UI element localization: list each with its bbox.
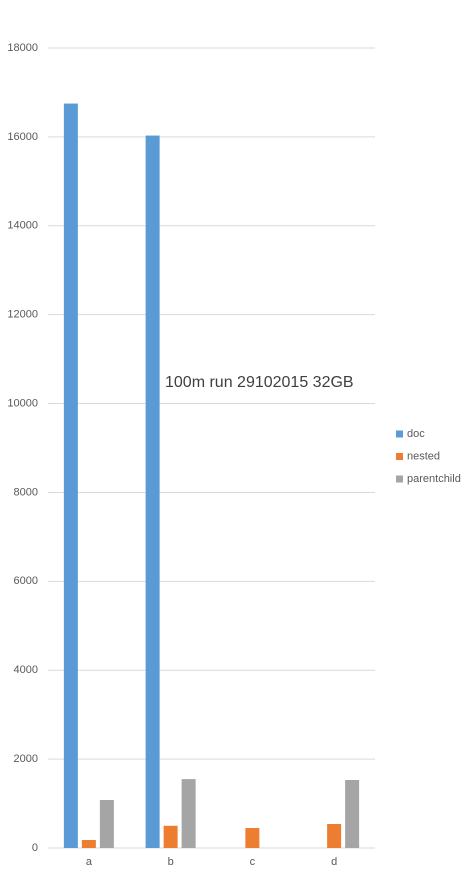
x-tick-label: b bbox=[168, 856, 174, 868]
y-tick-label: 2000 bbox=[14, 753, 38, 765]
y-tick-label: 4000 bbox=[14, 664, 38, 676]
x-tick-label: a bbox=[86, 856, 93, 868]
bar bbox=[327, 824, 342, 848]
y-tick-label: 8000 bbox=[14, 486, 38, 498]
y-tick-label: 16000 bbox=[7, 131, 38, 143]
y-tick-label: 6000 bbox=[14, 575, 38, 587]
y-tick-label: 10000 bbox=[7, 397, 38, 409]
y-tick-label: 12000 bbox=[7, 309, 38, 321]
bar bbox=[99, 800, 114, 848]
bar bbox=[245, 828, 260, 848]
legend-label: nested bbox=[407, 450, 440, 462]
bar bbox=[163, 825, 178, 848]
legend-swatch bbox=[396, 430, 403, 438]
x-tick-label: d bbox=[331, 856, 337, 868]
legend-swatch bbox=[396, 475, 403, 483]
legend-swatch bbox=[396, 453, 403, 460]
bar bbox=[345, 780, 360, 848]
y-tick-label: 0 bbox=[32, 842, 38, 854]
y-tick-label: 14000 bbox=[7, 220, 38, 232]
chart-title: 100m run 29102015 32GB bbox=[165, 374, 354, 391]
legend-label: doc bbox=[407, 428, 425, 440]
bar bbox=[63, 103, 78, 849]
legend-label: parentchild bbox=[407, 473, 461, 485]
y-tick-label: 18000 bbox=[7, 42, 38, 54]
x-tick-label: c bbox=[250, 856, 256, 868]
bar bbox=[181, 779, 196, 848]
bar bbox=[145, 135, 160, 849]
bar bbox=[81, 840, 96, 848]
